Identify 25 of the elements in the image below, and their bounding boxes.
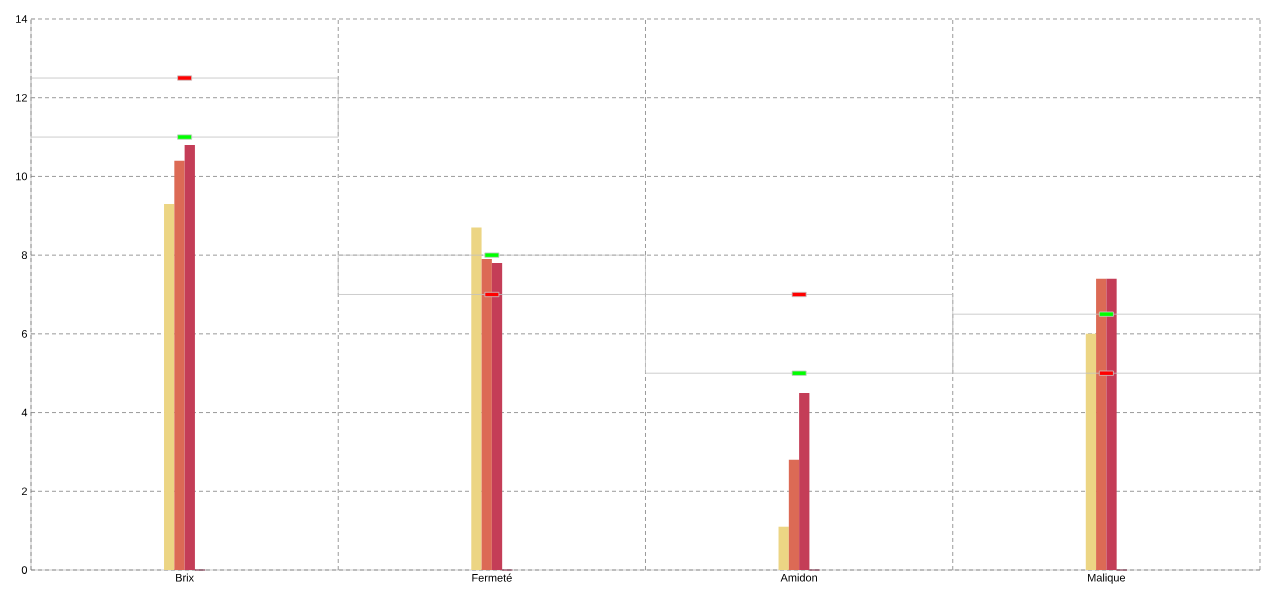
y-tick-label: 6 [21,329,27,338]
bar [788,459,800,570]
bar [30,77,339,138]
bar [184,144,195,570]
bar [1085,333,1097,570]
bar [174,160,185,570]
x-tick-label: Amidon [780,573,817,582]
y-tick-label: 14 [16,15,28,23]
bar [778,526,789,570]
y-tick-label: 2 [21,487,27,496]
x-tick-label: Malique [1088,573,1126,584]
bar [1096,278,1107,570]
bar [481,259,492,570]
y-tick-label: 8 [21,251,27,260]
y-tick-label: 10 [16,172,28,181]
y-tick-label: 0 [21,566,28,574]
bar [471,227,482,570]
x-tick-label: Fermeté [472,573,512,582]
y-tick-label: 4 [21,408,28,417]
bar [164,203,175,570]
bar [799,392,810,570]
bar [1106,278,1117,570]
x-tick-label: Brix [176,573,194,582]
y-tick-label: 12 [16,93,27,102]
bar [491,263,503,570]
